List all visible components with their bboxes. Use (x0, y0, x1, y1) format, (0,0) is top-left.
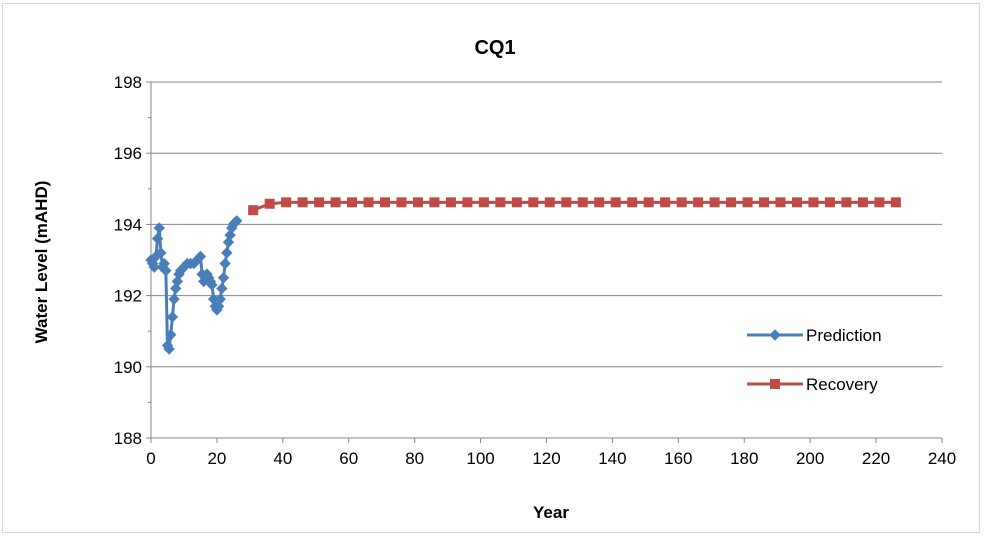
data-point (217, 272, 230, 284)
data-point (297, 197, 308, 208)
axes-layer: 188 190 192 194 196 198 0 20 40 60 80 100 120 140 160 1… (114, 73, 957, 468)
x-tick-label: 0 (146, 449, 155, 468)
data-point (726, 197, 737, 208)
x-tick-label: 120 (532, 449, 560, 468)
data-point (230, 215, 243, 227)
data-point (148, 261, 161, 273)
data-point (791, 197, 802, 208)
data-point (216, 282, 228, 295)
data-point (561, 197, 572, 208)
data-point (160, 264, 172, 277)
data-point (808, 197, 819, 208)
x-tick-label: 60 (339, 449, 358, 468)
data-point (194, 250, 207, 263)
series-line (252, 200, 896, 212)
y-tick-label: 196 (114, 144, 142, 163)
data-point (874, 197, 885, 208)
y-tick-label: 190 (114, 358, 142, 377)
chart-title: CQ1 (474, 37, 515, 59)
y-tick-label: 194 (114, 215, 142, 234)
data-point (627, 197, 638, 208)
x-tick-label: 40 (273, 449, 292, 468)
data-point (330, 197, 341, 208)
x-tick-label: 100 (466, 449, 494, 468)
data-point (163, 343, 175, 355)
series-prediction (145, 215, 243, 355)
legend-label: Recovery (806, 375, 878, 394)
grid-layer (151, 81, 942, 368)
data-point (412, 197, 423, 208)
data-point (214, 293, 226, 305)
x-tick-label: 160 (664, 449, 692, 468)
data-point (314, 197, 325, 208)
data-point (478, 197, 489, 208)
legend-marker (770, 379, 780, 389)
legend-item-prediction: Prediction (747, 326, 882, 345)
legend-item-recovery: Recovery (747, 375, 878, 394)
data-point (511, 197, 522, 208)
data-point (824, 197, 835, 208)
data-point (281, 197, 292, 208)
y-tick-label: 188 (114, 429, 142, 448)
data-point (775, 197, 786, 208)
data-point (221, 247, 233, 259)
x-tick-label: 20 (207, 449, 226, 468)
data-point (693, 197, 704, 208)
data-point (264, 198, 275, 209)
x-tick-label: 240 (928, 449, 956, 468)
data-point (544, 197, 555, 208)
data-point (153, 222, 165, 234)
data-point (165, 329, 177, 341)
legend-marker (769, 329, 781, 341)
data-point (742, 197, 753, 208)
data-point (577, 197, 588, 208)
chart-svg: 188 190 192 194 196 198 0 20 40 60 80 100 120 140 160 1… (32, 37, 957, 522)
data-point (594, 197, 605, 208)
legend-layer: Prediction Recovery (747, 326, 882, 394)
x-tick-label: 80 (405, 449, 424, 468)
data-point (363, 197, 374, 208)
data-point (676, 197, 687, 208)
data-point (759, 197, 770, 208)
data-point (660, 197, 671, 208)
data-point (168, 293, 180, 305)
x-tick-label: 200 (796, 449, 824, 468)
data-point (380, 197, 391, 208)
x-tick-label: 220 (862, 449, 890, 468)
y-tick-label: 192 (114, 287, 142, 306)
data-point (841, 197, 852, 208)
data-point (643, 197, 654, 208)
data-point (890, 197, 901, 208)
data-point (219, 257, 231, 270)
y-axis-title: Water Level (mAHD) (32, 181, 51, 344)
y-tick-label: 198 (114, 73, 142, 92)
data-point (610, 197, 621, 208)
data-point (166, 311, 179, 323)
data-point (462, 197, 473, 208)
x-axis-title: Year (533, 503, 569, 522)
series-layer (145, 197, 901, 355)
series-recovery (248, 197, 901, 216)
chart-frame: 188 190 192 194 196 198 0 20 40 60 80 100 120 140 160 1… (2, 3, 980, 533)
data-point (709, 197, 720, 208)
data-point (857, 197, 868, 208)
data-point (495, 197, 506, 208)
data-point (155, 247, 167, 259)
data-point (528, 197, 539, 208)
data-point (445, 197, 456, 208)
data-point (347, 197, 358, 208)
x-tick-label: 140 (598, 449, 626, 468)
data-point (151, 232, 164, 245)
data-point (396, 197, 407, 208)
legend-label: Prediction (806, 326, 882, 345)
data-point (248, 205, 259, 216)
data-point (206, 279, 218, 291)
x-tick-label: 180 (730, 449, 758, 468)
data-point (429, 197, 440, 208)
